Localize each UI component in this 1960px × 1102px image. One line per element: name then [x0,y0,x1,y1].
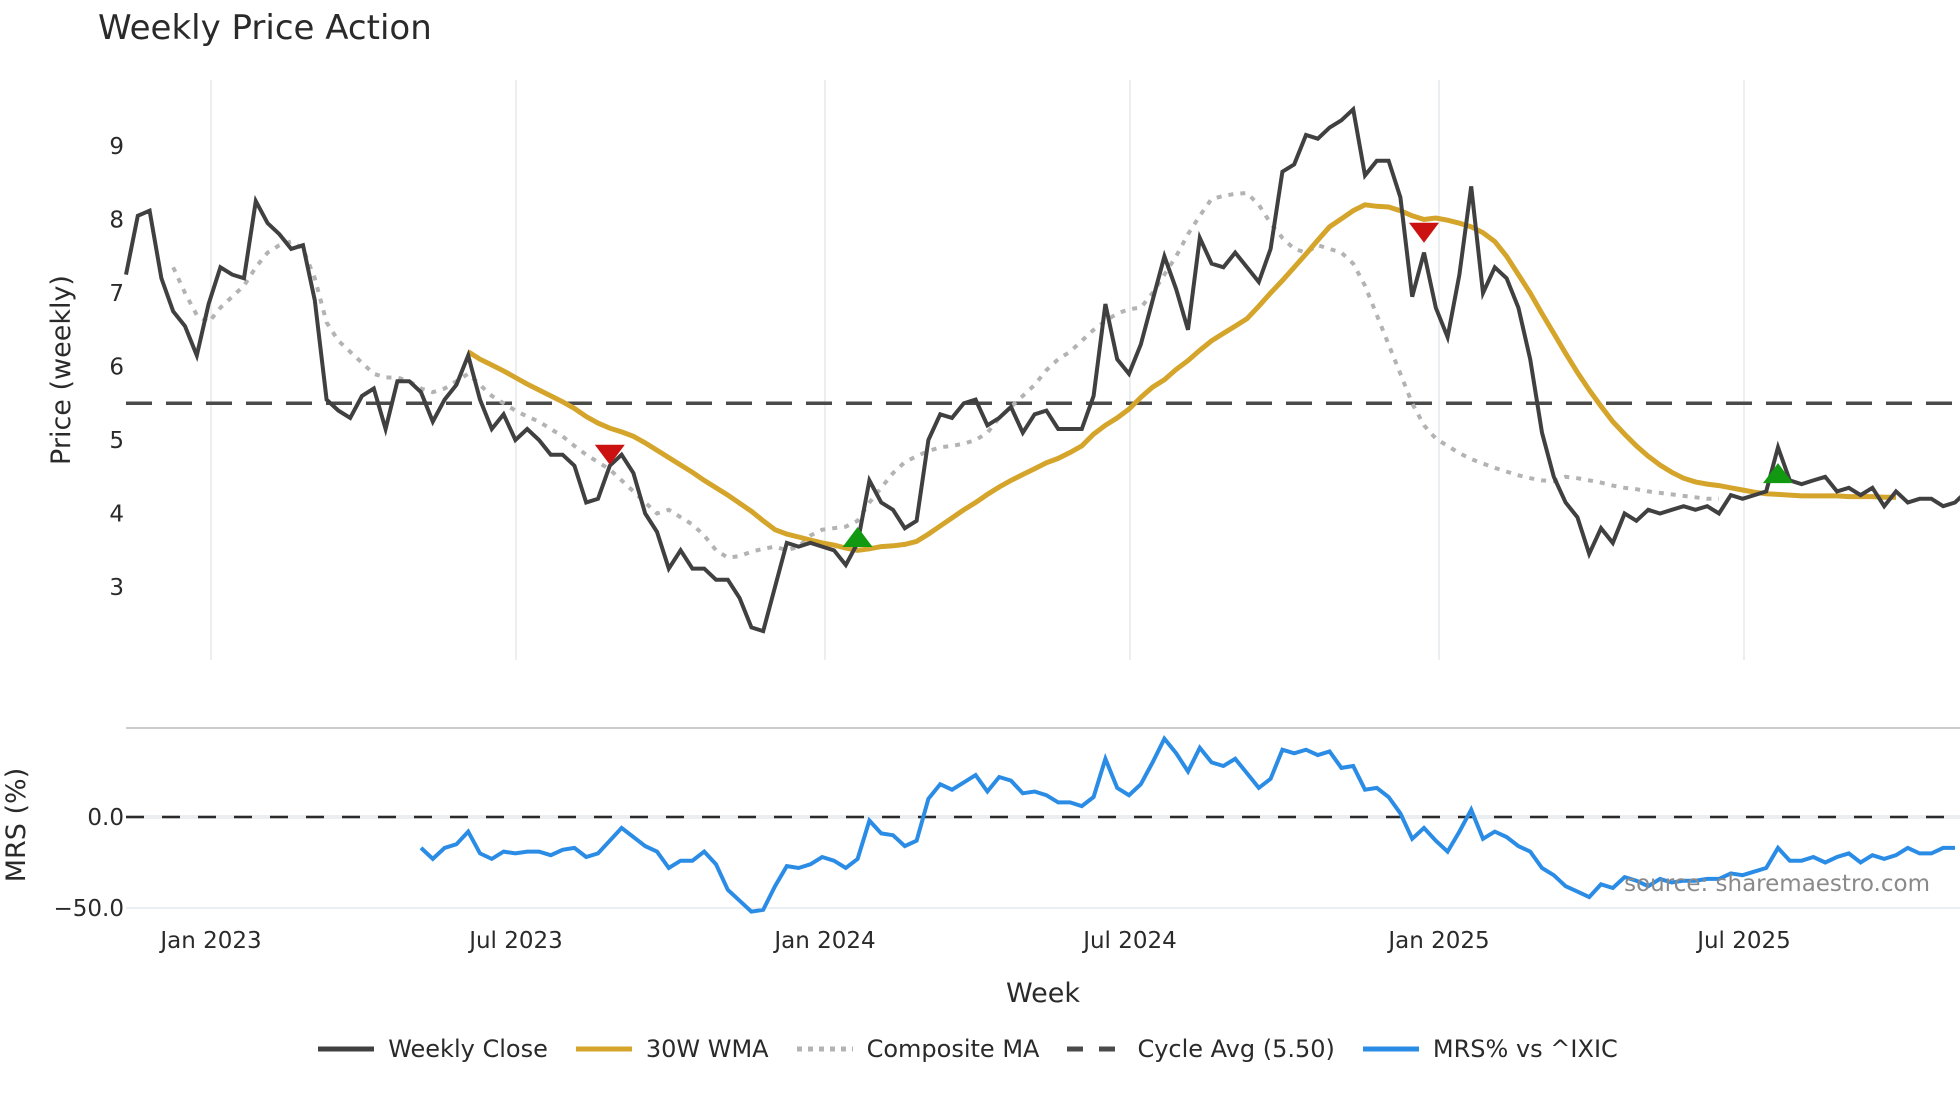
grid-lines [210,80,1745,660]
x-tick-label: Jan 2025 [1386,928,1489,954]
weekly-close-line [124,105,1960,634]
price-y-axis: 3 4 5 6 7 8 9 [109,134,124,601]
y-tick-label: 6 [109,355,124,381]
legend-swatch-icon [1067,1046,1124,1052]
source-watermark: source: sharemaestro.com [1624,871,1930,897]
mrs-tick-label: 0.0 [87,805,124,831]
legend-swatch-icon [1362,1046,1419,1052]
x-tick-label: Jul 2024 [1081,928,1177,954]
legend: Weekly Close 30W WMA Composite MA Cycle Avg… [0,1035,1960,1063]
signal-markers [594,222,1793,548]
wma-line [466,202,1896,553]
legend-label: MRS% vs ^IXIC [1432,1035,1618,1063]
legend-swatch-icon [575,1046,632,1052]
legend-item[interactable]: MRS% vs ^IXIC [1361,1035,1618,1063]
x-tick-label: Jan 2023 [158,928,261,954]
x-axis: Jan 2023 Jul 2023 Jan 2024 Jul 2024 Jan 2025… [158,928,1790,954]
series-lines [124,105,1960,914]
legend-item[interactable]: 30W WMA [574,1035,769,1063]
composite-ma-line [171,190,1719,560]
y-tick-label: 5 [109,428,124,454]
legend-item[interactable]: Composite MA [795,1035,1040,1063]
y-tick-label: 3 [109,575,124,601]
mrs-line [419,735,1955,914]
chart-title: Weekly Price Action [98,8,432,48]
mrs-tick-label: −50.0 [54,896,124,922]
mrs-y-axis: −50.0 0.0 [54,727,1960,922]
legend-item[interactable]: Weekly Close [316,1035,548,1063]
sell-signal-marker-icon [1409,222,1439,243]
buy-signal-marker-icon [842,527,873,548]
legend-label: Weekly Close [388,1035,548,1063]
buy-signal-marker-icon [1763,463,1793,484]
sell-signal-marker-icon [594,444,625,465]
y-tick-label: 8 [109,208,124,234]
x-tick-label: Jan 2024 [772,928,875,954]
legend-swatch-icon [318,1046,375,1052]
y-axis-title-mrs: MRS (%) [1,768,32,883]
legend-label: Cycle Avg (5.50) [1137,1035,1335,1063]
y-tick-label: 9 [109,134,124,160]
y-axis-title-price: Price (weekly) [46,275,77,465]
x-tick-label: Jul 2025 [1695,928,1791,954]
legend-swatch-icon [796,1046,853,1052]
x-tick-label: Jul 2023 [467,928,563,954]
y-tick-label: 4 [109,502,124,528]
legend-label: 30W WMA [645,1035,769,1063]
legend-item[interactable]: Cycle Avg (5.50) [1065,1035,1335,1063]
legend-label: Composite MA [866,1035,1040,1063]
x-axis-title: Week [1006,978,1080,1009]
y-tick-label: 7 [109,281,124,307]
